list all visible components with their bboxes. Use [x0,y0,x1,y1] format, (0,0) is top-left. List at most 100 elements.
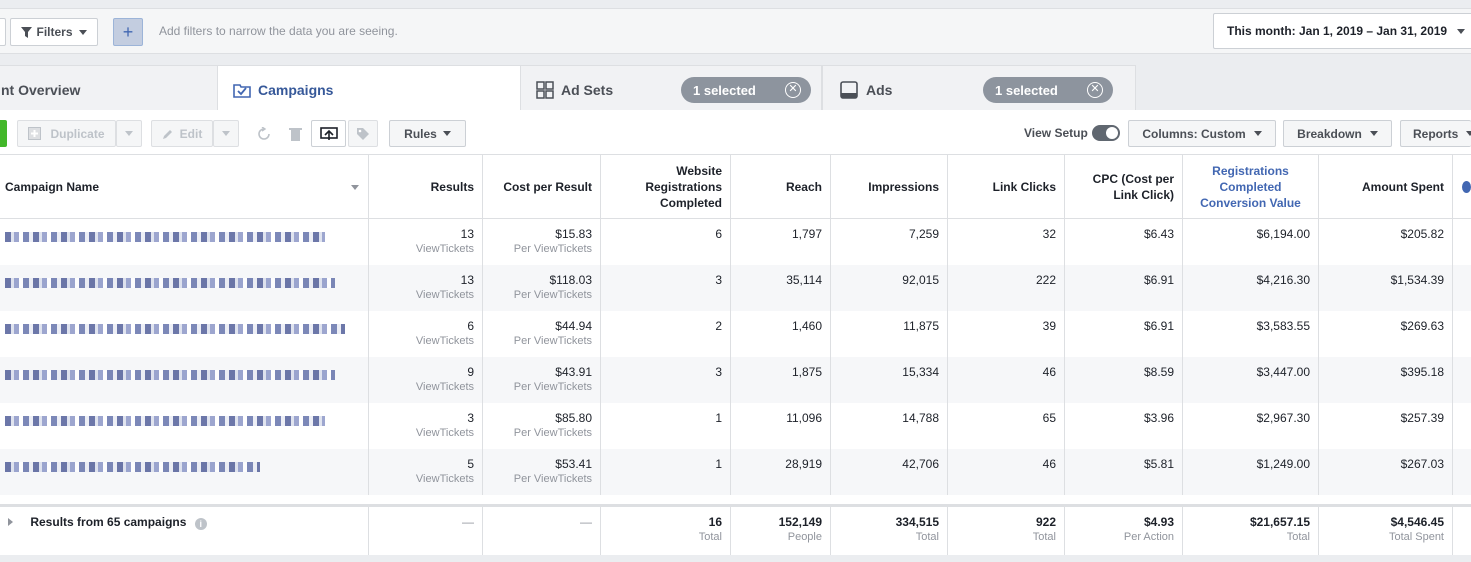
cell-cost-per-result: $85.80 Per ViewTickets [483,403,601,449]
tab-ad-sets[interactable]: Ad Sets 1 selected ✕ [520,65,822,111]
tab-account-overview[interactable]: nt Overview [0,65,222,111]
header-label: Registrations Completed Conversion Value [1200,163,1301,210]
grid-icon [536,81,554,99]
column-header-registrations-value[interactable]: Registrations Completed Conversion Value [1183,155,1319,219]
cell-results: 3 ViewTickets [369,403,483,449]
cell-registrations-value: $3,447.00 [1183,357,1319,403]
table-row[interactable]: 13 ViewTickets $118.03 Per ViewTickets 3 35,1… [0,265,1471,311]
column-header-campaign-name[interactable]: Campaign Name [0,155,369,219]
cell-value: 3 [715,365,722,379]
cell-campaign-name[interactable] [0,449,369,495]
table-row[interactable]: 3 ViewTickets $85.80 Per ViewTickets 1 11,096… [0,403,1471,449]
delete-button[interactable] [281,120,309,147]
cell-amount-spent: $205.82 [1319,219,1453,265]
cell-value: 2 [715,319,722,333]
chevron-down-icon [1253,131,1262,136]
campaigns-table: Campaign Name Results Cost per Result We… [0,155,1471,555]
clear-selection-icon[interactable]: ✕ [1087,82,1103,98]
tab-ads[interactable]: Ads 1 selected ✕ [822,65,1136,111]
table-row[interactable]: 6 ViewTickets $44.94 Per ViewTickets 2 1,460 1… [0,311,1471,357]
filter-hint[interactable]: Add filters to narrow the data you are s… [159,24,398,38]
column-header-reach[interactable]: Reach [731,155,831,219]
reports-label: Reports [1413,126,1459,141]
redacted-campaign-name[interactable] [5,232,325,242]
view-setup-toggle[interactable] [1092,125,1120,141]
expand-caret-icon[interactable] [8,518,13,526]
add-column-button[interactable] [1453,155,1471,219]
tag-button[interactable] [348,120,378,147]
clear-selection-icon[interactable]: ✕ [785,82,801,98]
cell-amount-spent: $1,534.39 [1319,265,1453,311]
create-button[interactable] [0,120,7,147]
column-header-amount-spent[interactable]: Amount Spent [1319,155,1453,219]
cell-value: 46 [1042,365,1056,379]
cell-subtext: Per ViewTickets [513,427,592,439]
cell-subtext: Per ViewTickets [513,243,592,255]
cell-value: 3 [467,411,474,425]
redacted-campaign-name[interactable] [5,278,335,288]
cell-value: $15.83 [555,227,592,241]
edit-dropdown[interactable] [213,120,239,147]
column-header-website-registrations[interactable]: Website Registrations Completed [601,155,731,219]
column-header-cpc[interactable]: CPC (Cost per Link Click) [1065,155,1183,219]
breakdown-button[interactable]: Breakdown [1283,120,1392,147]
sort-caret-icon[interactable] [351,185,359,190]
preview-button[interactable] [311,120,346,147]
table-row[interactable]: 5 ViewTickets $53.41 Per ViewTickets 1 28,919… [0,449,1471,495]
refresh-button[interactable] [249,120,279,147]
duplicate-button[interactable]: Duplicate [17,120,116,147]
cell-value: 5 [467,457,474,471]
tab-campaigns[interactable]: Campaigns [217,65,521,112]
column-header-results[interactable]: Results [369,155,483,219]
rules-label: Rules [404,126,437,141]
ad-screen-icon [840,81,858,99]
filters-button[interactable]: Filters [10,18,98,46]
cell-value: $6.91 [1143,273,1174,287]
cell-value: $267.03 [1400,457,1444,471]
date-range-picker[interactable]: This month: Jan 1, 2019 – Jan 31, 2019 [1213,13,1471,49]
cell-subtext: ViewTickets [415,427,474,439]
add-filter-button[interactable]: + [113,18,143,46]
cell-campaign-name[interactable] [0,219,369,265]
cell-value: 6 [467,319,474,333]
cell-reach: 1,460 [731,311,831,357]
column-header-link-clicks[interactable]: Link Clicks [948,155,1065,219]
cell-cost-per-result: $118.03 Per ViewTickets [483,265,601,311]
adsets-selected-pill[interactable]: 1 selected ✕ [681,77,811,103]
footer-results: — [369,507,483,555]
cell-campaign-name[interactable] [0,265,369,311]
filters-label: Filters [36,25,73,39]
info-icon[interactable]: i [194,518,207,530]
cell-website-registrations: 2 [601,311,731,357]
cell-value: 39 [1042,319,1056,333]
folder-check-icon [233,84,251,98]
column-header-cost-per-result[interactable]: Cost per Result [483,155,601,219]
table-row[interactable]: 9 ViewTickets $43.91 Per ViewTickets 3 1,875 1… [0,357,1471,403]
header-label: CPC (Cost per Link Click) [1092,171,1174,202]
redacted-campaign-name[interactable] [5,462,260,472]
column-header-impressions[interactable]: Impressions [831,155,948,219]
cell-results: 6 ViewTickets [369,311,483,357]
cell-campaign-name[interactable] [0,311,369,357]
cell-campaign-name[interactable] [0,357,369,403]
cell-value: $1,249.00 [1256,457,1310,471]
duplicate-dropdown[interactable] [116,120,142,147]
cell-cpc: $6.43 [1065,219,1183,265]
rules-button[interactable]: Rules [389,120,466,147]
columns-label: Columns: Custom [1142,126,1246,141]
cell-registrations-value: $6,194.00 [1183,219,1319,265]
pencil-icon [162,129,172,139]
reports-button[interactable]: Reports [1400,120,1471,147]
chevron-down-icon [1466,131,1471,136]
ads-selected-pill[interactable]: 1 selected ✕ [983,77,1113,103]
redacted-campaign-name[interactable] [5,370,335,380]
selected-count: 1 selected [995,82,1058,98]
redacted-campaign-name[interactable] [5,324,345,334]
redacted-campaign-name[interactable] [5,416,325,426]
table-row[interactable]: 13 ViewTickets $15.83 Per ViewTickets 6 1,797… [0,219,1471,265]
hidden-button-edge[interactable] [0,18,6,46]
edit-button[interactable]: Edit [151,120,213,147]
columns-button[interactable]: Columns: Custom [1128,120,1276,147]
cell-campaign-name[interactable] [0,403,369,449]
cell-impressions: 15,334 [831,357,948,403]
